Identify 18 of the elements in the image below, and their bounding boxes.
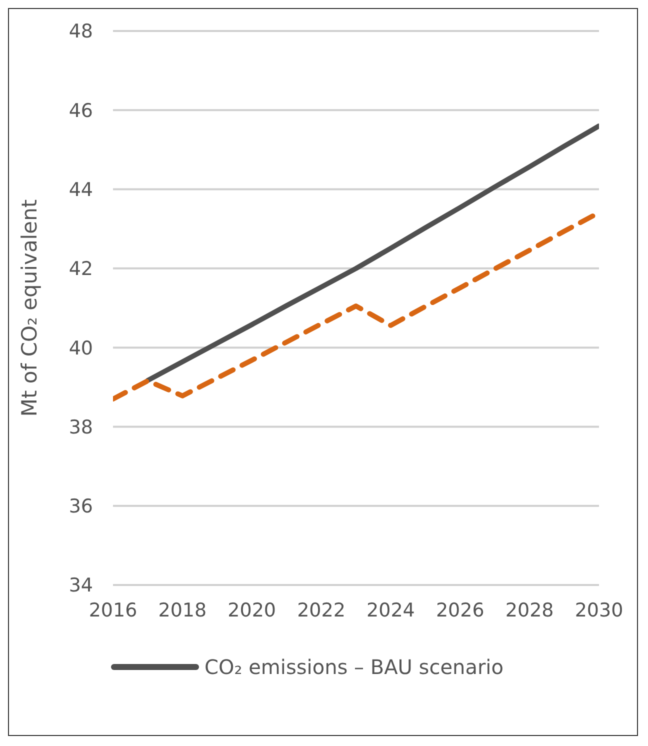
y-tick-label: 48 (68, 20, 93, 43)
x-tick-label: 2020 (228, 599, 276, 622)
x-tick-label: 2016 (88, 599, 138, 622)
y-tick-label: 38 (68, 416, 93, 438)
x-tick-label: 2030 (574, 599, 624, 622)
y-tick-label: 42 (68, 258, 93, 280)
y-tick-label: 34 (68, 574, 93, 597)
x-tick-label: 2028 (505, 599, 554, 622)
x-tick-label: 2026 (436, 599, 484, 622)
y-tick-label: 40 (68, 337, 93, 360)
x-tick-label: 2024 (366, 599, 415, 622)
y-tick-label: 44 (68, 179, 93, 202)
x-tick-label: 2022 (297, 599, 346, 622)
y-tick-label: 36 (68, 496, 93, 518)
x-tick-label: 2018 (158, 599, 207, 622)
legend-label: CO₂ emissions – BAU scenario (204, 655, 504, 679)
y-tick-label: 46 (68, 100, 93, 122)
y-axis-title: Mt of CO₂ equivalent (17, 199, 42, 417)
